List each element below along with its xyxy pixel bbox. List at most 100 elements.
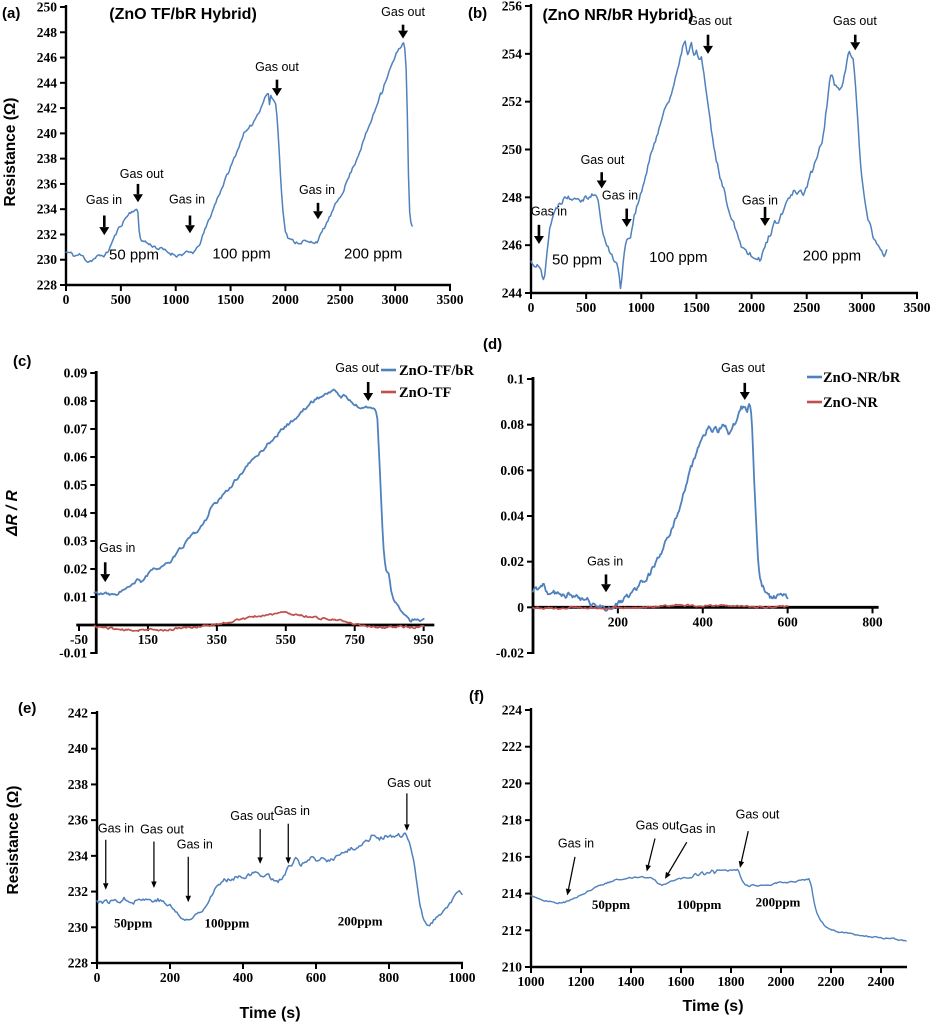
x-tick-label: 1200 [568,974,595,989]
annotation-arrow-head [100,574,111,583]
x-tick-label: 0 [63,292,70,307]
annotation-text: Gas out [688,14,732,28]
annotation-gas-in: Gas in [558,837,594,896]
y-tick-label: 248 [37,25,58,40]
annotation-gas-in: Gas in [299,183,335,220]
y-tick-label: 214 [502,886,523,901]
x-tick-label: 1500 [683,300,710,315]
annotation-text: Gas out [230,809,274,823]
concentration-label: 200 ppm [344,245,402,262]
annotation-gas-out: Gas out [387,776,431,831]
annotation-arrow-head [739,392,750,401]
annotation-gas-in: Gas in [665,822,716,879]
annotation-text: Gas out [120,167,164,181]
annotation-gas-in: Gas in [742,194,778,227]
x-tick-label: 0 [94,970,101,985]
annotation-arrow-head [621,218,632,227]
panel-letter-c: (c) [13,353,31,370]
panel-letter-f: (f) [469,688,484,705]
x-tick-label: 500 [576,300,597,315]
x-tick-label: 1400 [618,974,645,989]
annotation-gas-out: Gas out [688,14,732,54]
legend-label: ZnO-NR [823,395,878,411]
axes-e: 228 230 232 234 236 238 240 242 0 200 400 600 800 100… [68,706,476,986]
x-tick-label: 3000 [848,300,875,315]
y-tick-label: 250 [502,142,523,157]
y-tick-label: 230 [68,920,89,935]
y-tick-label: 0.02 [500,554,524,569]
axes-c: 0.01 0.02 0.03 0.04 0.05 0.06 0.07 0.08 0.09 -0.0… [59,366,435,661]
annotation-text: Gas out [335,361,379,375]
y-tick-label: 0.05 [64,478,88,493]
axes-b: 244 246 248 250 252 254 256 0 500 1000 1500 2000 250… [502,0,931,315]
series-a-0-zno-tf-br-hybrid-resistance [65,42,413,263]
annotation-arrow-head [600,584,611,593]
annotation-arrow-head [565,888,572,896]
concentration-label: 100ppm [205,915,250,930]
series-group-b [530,40,888,290]
y-tick-label: 0.06 [64,450,88,465]
x-tick-label: 1500 [217,292,244,307]
panel-letter-b: (b) [468,5,487,22]
y-tick-label: 244 [37,75,58,90]
annotation-gas-in: Gas in [531,204,567,244]
y-tick-label: 254 [502,46,523,61]
legend-label: ZnO-NR/bR [823,370,901,386]
series-e-0-zno-tf-sensor-resistance [96,832,463,927]
annotation-text: Gas out [387,776,431,790]
concentration-label: 100ppm [677,897,722,912]
concentration-label: 50 ppm [552,251,602,268]
annotation-text: Gas in [169,192,205,206]
y-tick-label: 234 [37,202,58,217]
annotation-text: Gas out [255,60,299,74]
annotation-gas-in: Gas in [98,822,134,890]
series-d-0-zno-nr-br [532,403,789,612]
annotation-text: Gas out [581,153,625,167]
annotation-arrow-head [285,857,292,864]
panel-title-b: (ZnO NR/bR Hybrid) [542,7,693,24]
annotation-text: Gas in [679,822,715,836]
annotation-gas-in: Gas in [169,192,205,234]
y-tick-label: 240 [68,741,89,756]
annotation-arrow-shaft [567,856,576,890]
concentration-label: 200ppm [338,914,383,929]
annotation-gas-out: Gas out [140,823,184,888]
y-tick-label: 236 [37,176,58,191]
x-tick-label: 2000 [738,300,765,315]
annotation-gas-out: Gas out [335,361,380,401]
annotation-gas-out: Gas out [255,60,299,97]
x-tick-label: 800 [862,614,883,629]
annotation-arrow-shaft [740,831,749,862]
panel-letter-d: (d) [483,336,502,353]
y-tick-label: 212 [502,923,523,938]
annotation-arrow-head [596,180,607,189]
x-tick-label: 2000 [768,974,795,989]
x-tick-label: 3000 [382,292,409,307]
annotation-text: Gas in [99,541,135,555]
y-axis-title-e: Resistance (Ω) [5,786,22,895]
annotation-text: Gas out [736,807,780,821]
y-tick-label: 234 [68,848,89,863]
x-tick-label: 350 [207,632,228,647]
x-tick-label: 400 [233,970,254,985]
annotation-arrow-head [99,227,110,236]
concentration-label: 200 ppm [803,248,861,265]
annotation-gas-out: Gas out [120,167,164,203]
series-group-d [532,403,789,612]
y-tick-label: 246 [37,50,58,65]
x-tick-label: 2500 [327,292,354,307]
concentration-label: 200ppm [756,894,801,909]
x-tick-label: 500 [111,292,132,307]
y-tick-label: -0.02 [496,646,524,661]
y-axis-title-c: ΔR / R [4,489,21,537]
panel-f: 210 212 214 216 218 220 222 224 1000 1200 1400 1600… [469,688,907,1015]
x-axis-title-f: Time (s) [682,998,743,1015]
legend-label: ZnO-TF/bR [399,363,474,379]
y-tick-label: 210 [502,960,523,975]
annotation-text: Gas in [558,837,594,851]
panel-e: 228 230 232 234 236 238 240 242 0 200 400 600 800 100… [5,700,476,1022]
annotation-arrow-head [103,883,109,890]
y-tick-label: 236 [68,813,89,828]
